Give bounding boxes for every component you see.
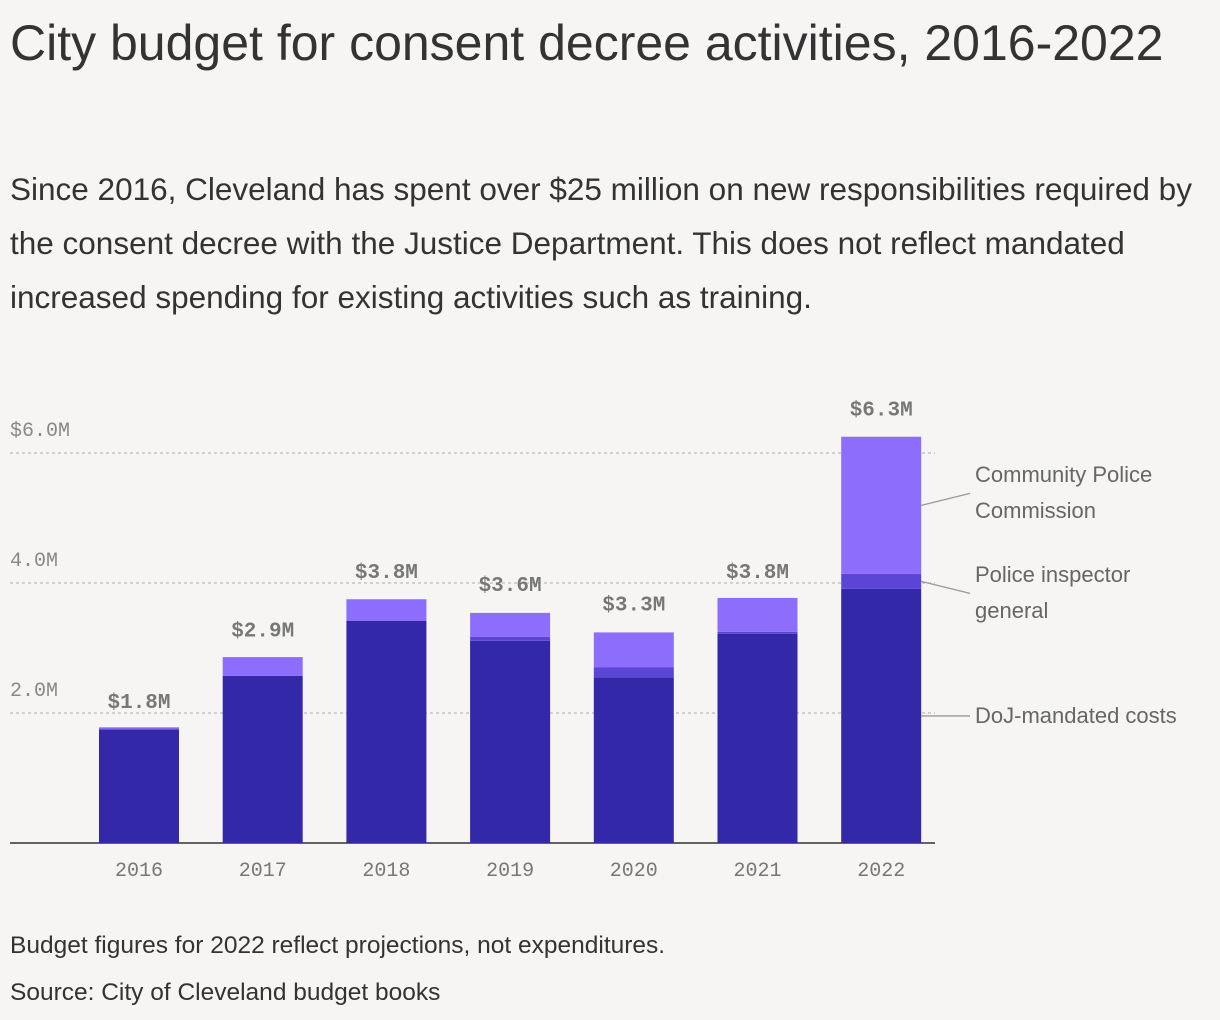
bar-segment [470, 636, 551, 641]
bar-segment [717, 631, 798, 634]
x-tick-label: 2022 [857, 860, 905, 883]
legend-label: Community Police Commission [975, 462, 1153, 524]
bar-segment [99, 727, 179, 729]
source: Source: City of Cleveland budget books [10, 979, 441, 1006]
bar-segment [470, 612, 551, 637]
bar-segment [470, 640, 551, 843]
total-label: $6.3M [850, 400, 913, 423]
bar-segment [99, 728, 179, 730]
bar-segment [841, 588, 922, 843]
bar-segment [346, 599, 427, 621]
total-label: $1.8M [107, 692, 170, 715]
leader-line [921, 580, 971, 595]
x-tick-label: 2021 [733, 860, 781, 883]
legend-label: Police inspector general [975, 562, 1131, 624]
total-label: $3.8M [726, 562, 789, 585]
note: Budget figures for 2022 reflect projecti… [10, 932, 666, 959]
total-label: $3.6M [479, 575, 542, 598]
leader-line [921, 492, 971, 506]
x-tick-label: 2018 [362, 860, 410, 883]
bar-segment [593, 667, 674, 678]
x-tick-label: 2017 [239, 860, 287, 883]
bar-segment [99, 729, 179, 843]
bar-segment [593, 677, 674, 843]
bar-segment [346, 620, 427, 843]
y-tick-label: 2.0M [10, 680, 58, 703]
x-tick-label: 2019 [486, 860, 534, 883]
bar-segment [717, 633, 798, 843]
bar-segment [717, 597, 798, 632]
chart-subtitle: Since 2016, Cleveland has spent over $25… [10, 171, 1192, 315]
bar-segment [222, 657, 303, 676]
bar-segment [593, 632, 674, 668]
total-label: $3.3M [602, 595, 665, 618]
y-tick-label: $6.0M [10, 420, 70, 443]
bar-segment [841, 573, 922, 589]
x-tick-label: 2020 [610, 860, 658, 883]
total-label: $2.9M [231, 621, 294, 644]
total-label: $3.8M [355, 562, 418, 585]
bar-segment [841, 436, 922, 574]
bar-segment [222, 675, 303, 843]
y-tick-label: 4.0M [10, 550, 58, 573]
chart-title: City budget for consent decree activitie… [10, 15, 1164, 71]
x-tick-label: 2016 [115, 860, 163, 883]
legend-label: DoJ-mandated costs [975, 702, 1177, 728]
